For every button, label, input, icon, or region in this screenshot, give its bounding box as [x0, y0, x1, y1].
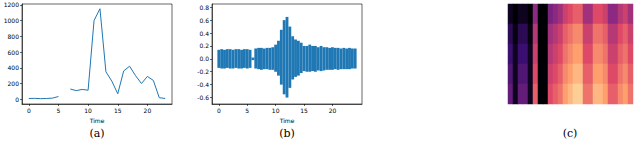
svg-text:0: 0: [217, 107, 221, 114]
svg-text:20: 20: [144, 107, 152, 114]
svg-text:5: 5: [57, 107, 61, 114]
svg-text:0.6: 0.6: [199, 17, 209, 24]
svg-text:0.0: 0.0: [199, 55, 209, 62]
svg-text:20: 20: [329, 107, 337, 114]
svg-text:Time: Time: [279, 117, 295, 124]
svg-text:1200: 1200: [4, 1, 19, 8]
svg-text:600: 600: [8, 49, 20, 56]
svg-text:(a): (a): [89, 127, 104, 140]
svg-text:1000: 1000: [4, 17, 19, 24]
svg-text:10: 10: [272, 107, 280, 114]
svg-text:15: 15: [300, 107, 308, 114]
svg-text:0: 0: [27, 107, 31, 114]
svg-text:15: 15: [114, 107, 122, 114]
svg-text:-0.4: -0.4: [197, 81, 209, 88]
svg-text:0.8: 0.8: [199, 4, 209, 11]
svg-text:0.2: 0.2: [199, 42, 209, 49]
svg-text:Time: Time: [89, 117, 105, 124]
svg-text:800: 800: [8, 33, 20, 40]
svg-text:0.4: 0.4: [199, 30, 209, 37]
svg-text:5: 5: [245, 107, 249, 114]
svg-text:(c): (c): [563, 127, 578, 140]
svg-text:10: 10: [84, 107, 92, 114]
svg-text:-0.2: -0.2: [197, 68, 209, 75]
svg-text:0: 0: [15, 96, 19, 103]
svg-text:(b): (b): [279, 127, 295, 140]
svg-text:200: 200: [8, 80, 20, 87]
svg-text:400: 400: [8, 64, 20, 71]
svg-text:-0.6: -0.6: [197, 94, 209, 101]
